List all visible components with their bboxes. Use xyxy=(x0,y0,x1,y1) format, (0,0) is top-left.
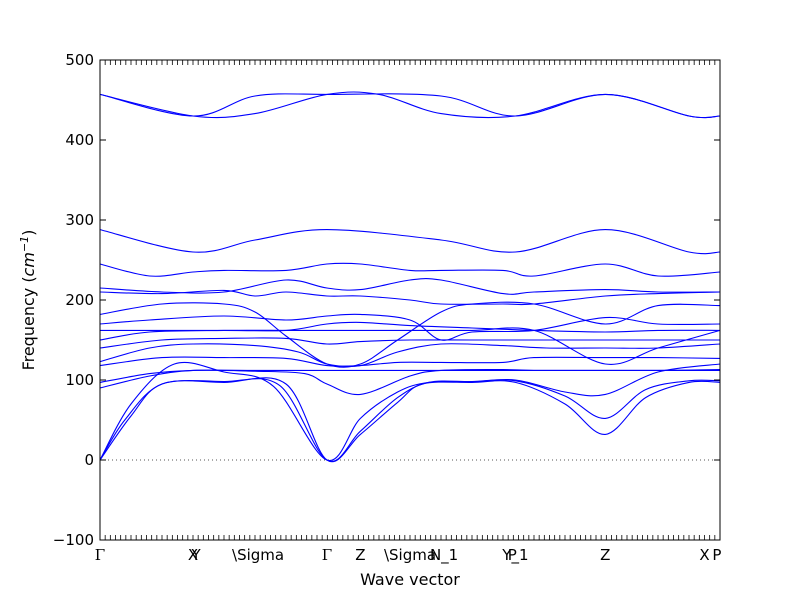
x-axis-label: Wave vector xyxy=(360,570,460,589)
y-axis-label-text: Frequency xyxy=(19,288,38,371)
x-tick-label: Y xyxy=(191,546,202,564)
band-line-16 xyxy=(99,229,721,255)
y-axis-label-open-paren: ( xyxy=(19,276,38,287)
series-group xyxy=(99,91,721,463)
x-tick-label: Z xyxy=(355,546,365,564)
band-line-12 xyxy=(99,301,721,368)
band-line-11 xyxy=(99,313,721,341)
y-tick-label: 500 xyxy=(65,51,94,69)
x-tick-label: P xyxy=(508,546,517,564)
y-tick-label: 300 xyxy=(65,211,94,229)
x-tick-label: Γ xyxy=(95,546,105,564)
y-axis-label-unit-exponent: −1 xyxy=(18,236,31,252)
band-line-3 xyxy=(99,361,721,461)
y-tick-label: 0 xyxy=(84,451,94,469)
y-axis: −100 0 100 200 300 400 500 xyxy=(53,51,720,549)
band-line-10 xyxy=(99,321,721,333)
band-line-6 xyxy=(99,356,721,367)
y-axis-label-unit: cm xyxy=(19,252,38,276)
x-tick-label: \Sigma xyxy=(232,546,284,564)
x-tick-label: Z xyxy=(600,546,610,564)
y-tick-label: 200 xyxy=(65,291,94,309)
y-axis-label: Frequency (cm−1) xyxy=(18,230,39,371)
band-line-7 xyxy=(99,343,721,368)
band-line-14 xyxy=(99,277,721,295)
x-tick-label: X xyxy=(188,546,198,564)
x-tick-label: N_1 xyxy=(430,546,458,565)
x-tick-label: Y_1 xyxy=(501,546,528,565)
y-axis-label-close-paren: ) xyxy=(19,230,38,236)
y-tick-label: 400 xyxy=(65,131,94,149)
y-tick-label: 100 xyxy=(65,371,94,389)
band-line-2 xyxy=(99,378,721,462)
band-line-18 xyxy=(99,91,721,119)
band-line-15 xyxy=(99,262,721,277)
x-tick-label: Γ xyxy=(322,546,332,564)
x-tick-label: P xyxy=(712,546,721,564)
x-tick-label: X xyxy=(699,546,709,564)
band-line-5 xyxy=(99,369,720,383)
band-line-8 xyxy=(99,337,720,349)
y-tick-label: −100 xyxy=(53,531,94,549)
band-line-13 xyxy=(99,289,721,306)
x-tick-label: \Sigma xyxy=(384,546,436,564)
